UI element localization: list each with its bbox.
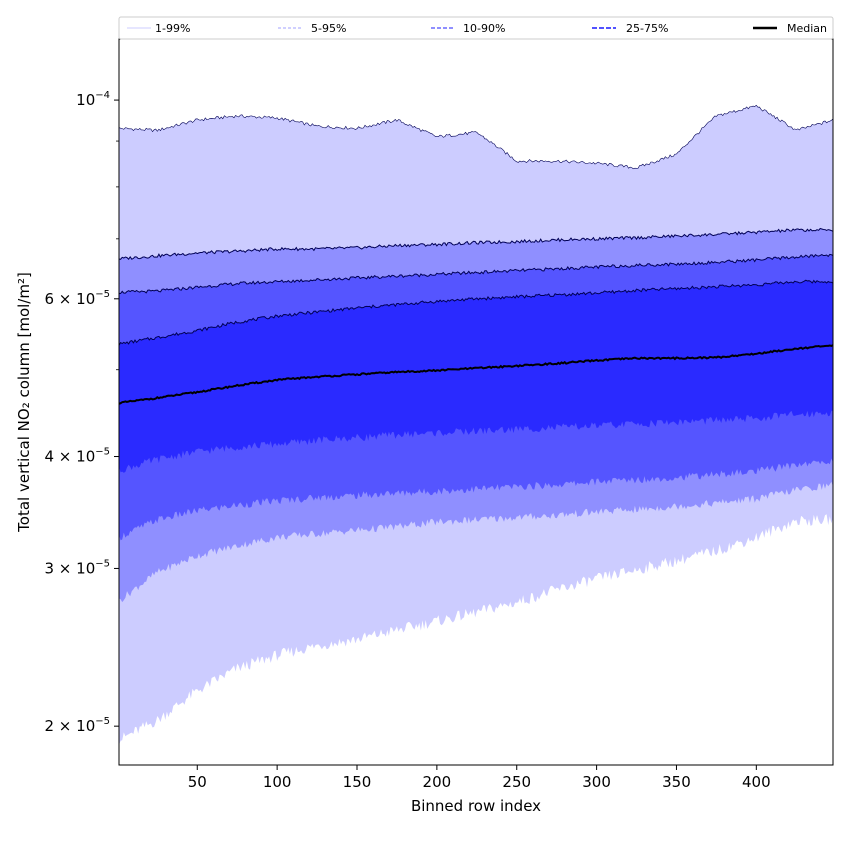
band-upper-edge-10-90pct xyxy=(118,253,834,295)
band-upper-edge-25-75pct xyxy=(118,279,834,346)
x-tick-label: 200 xyxy=(423,773,452,791)
x-axis-label: Binned row index xyxy=(411,797,541,815)
y-tick-label: 2 × 10−5 xyxy=(45,716,111,735)
median-layer xyxy=(118,344,834,405)
band-upper-edge-5-95pct xyxy=(118,227,834,260)
x-tick-label: 350 xyxy=(662,773,691,791)
x-tick-label: 100 xyxy=(263,773,292,791)
y-tick-label: 4 × 10−5 xyxy=(45,447,111,466)
x-tick-label: 300 xyxy=(582,773,611,791)
legend-label: Median xyxy=(787,22,827,35)
y-axis: 2 × 10−5 3 × 10−5 4 × 10−5 6 × 10−5 10−4 xyxy=(45,90,119,735)
x-tick-label: 150 xyxy=(343,773,372,791)
y-tick-label: 10−4 xyxy=(76,90,110,109)
legend-box xyxy=(118,16,834,40)
bands-layer xyxy=(119,105,833,746)
x-axis: 50 100 150 200 250 300 350 400 xyxy=(188,765,771,791)
x-tick-label: 250 xyxy=(502,773,531,791)
y-axis-label: Total vertical NO₂ column [mol/m²] xyxy=(15,272,33,533)
y-tick-label: 6 × 10−5 xyxy=(45,289,111,308)
y-tick-label: 3 × 10−5 xyxy=(45,558,111,577)
band-25-75pct xyxy=(119,280,833,473)
band-upper-edge-1-99pct xyxy=(118,104,834,170)
legend-label: 25-75% xyxy=(626,22,668,35)
x-tick-label: 400 xyxy=(742,773,771,791)
x-tick-label: 50 xyxy=(188,773,207,791)
legend-label: 10-90% xyxy=(463,22,505,35)
legend: 1-99% 5-95% 10-90% 25-75% Median xyxy=(118,16,834,40)
median-line xyxy=(118,344,834,405)
band-edges-layer xyxy=(118,104,834,346)
legend-label: 5-95% xyxy=(311,22,346,35)
legend-label: 1-99% xyxy=(155,22,190,35)
